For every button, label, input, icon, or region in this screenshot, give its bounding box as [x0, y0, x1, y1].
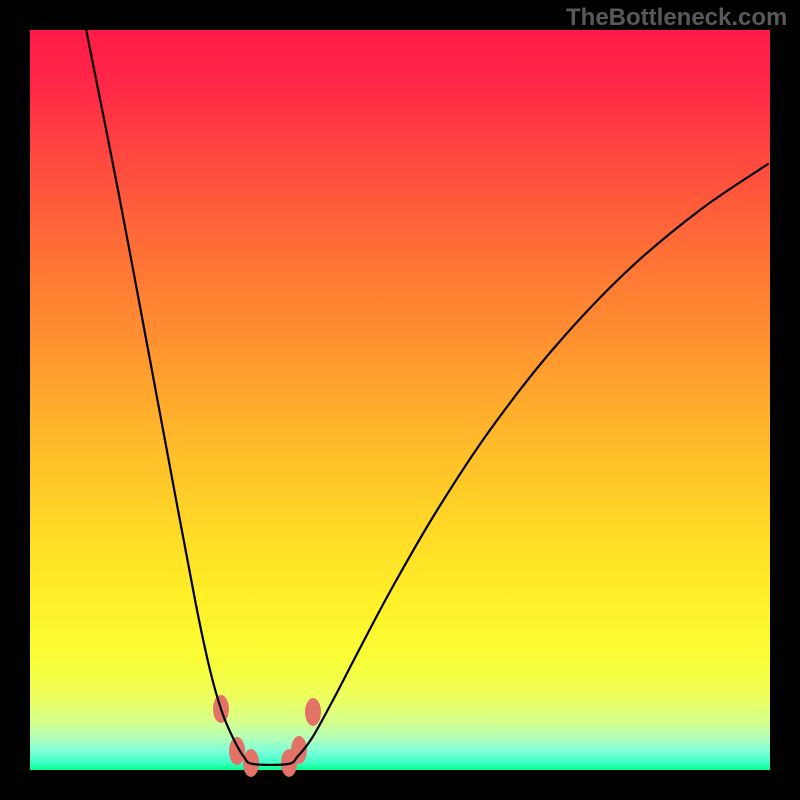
plot-gradient-background — [30, 30, 770, 770]
watermark-text: TheBottleneck.com — [566, 4, 787, 32]
